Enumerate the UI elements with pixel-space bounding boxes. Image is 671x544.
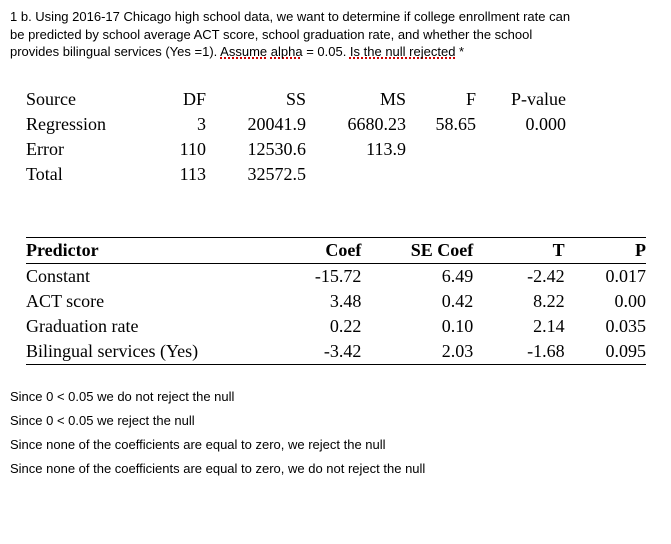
pred-hdr-se: SE Coef bbox=[361, 237, 473, 263]
pred-cell: Bilingual services (Yes) bbox=[26, 339, 270, 365]
anova-cell: 12530.6 bbox=[206, 137, 306, 162]
anova-cell: Total bbox=[26, 162, 156, 187]
anova-hdr-f: F bbox=[406, 87, 476, 112]
pred-cell: -3.42 bbox=[270, 339, 361, 365]
anova-hdr-source: Source bbox=[26, 87, 156, 112]
anova-cell: 113.9 bbox=[306, 137, 406, 162]
anova-cell: 0.000 bbox=[476, 112, 566, 137]
pred-cell: 2.14 bbox=[473, 314, 564, 339]
prompt-line1: 1 b. Using 2016-17 Chicago high school d… bbox=[10, 9, 570, 24]
pred-header-row: Predictor Coef SE Coef T P bbox=[26, 237, 646, 263]
pred-cell: 8.22 bbox=[473, 289, 564, 314]
anova-cell bbox=[406, 137, 476, 162]
answer-option-2[interactable]: Since 0 < 0.05 we reject the null bbox=[10, 411, 661, 431]
pred-cell: 2.03 bbox=[361, 339, 473, 365]
pred-cell: 0.017 bbox=[565, 263, 646, 289]
anova-hdr-ss: SS bbox=[206, 87, 306, 112]
anova-row-total: Total 113 32572.5 bbox=[26, 162, 566, 187]
pred-hdr-t: T bbox=[473, 237, 564, 263]
prompt-line3a: provides bilingual services (Yes =1). bbox=[10, 44, 220, 59]
prompt-line2: be predicted by school average ACT score… bbox=[10, 27, 532, 42]
pred-cell: -2.42 bbox=[473, 263, 564, 289]
anova-cell: 113 bbox=[156, 162, 206, 187]
pred-cell: 6.49 bbox=[361, 263, 473, 289]
pred-row-grad: Graduation rate 0.22 0.10 2.14 0.035 bbox=[26, 314, 646, 339]
pred-cell: 0.22 bbox=[270, 314, 361, 339]
anova-header-row: Source DF SS MS F P-value bbox=[26, 87, 566, 112]
pred-cell: 0.095 bbox=[565, 339, 646, 365]
anova-row-error: Error 110 12530.6 113.9 bbox=[26, 137, 566, 162]
anova-hdr-p: P-value bbox=[476, 87, 566, 112]
pred-cell: 0.00 bbox=[565, 289, 646, 314]
prompt-eq: = 0.05. bbox=[303, 44, 350, 59]
prompt-asterisk: * bbox=[455, 44, 464, 59]
pred-cell: -15.72 bbox=[270, 263, 361, 289]
page: 1 b. Using 2016-17 Chicago high school d… bbox=[0, 0, 671, 493]
anova-hdr-df: DF bbox=[156, 87, 206, 112]
pred-row-act: ACT score 3.48 0.42 8.22 0.00 bbox=[26, 289, 646, 314]
answer-option-3[interactable]: Since none of the coefficients are equal… bbox=[10, 435, 661, 455]
anova-cell: 32572.5 bbox=[206, 162, 306, 187]
anova-cell: Regression bbox=[26, 112, 156, 137]
anova-cell: 6680.23 bbox=[306, 112, 406, 137]
predictor-table: Predictor Coef SE Coef T P Constant -15.… bbox=[26, 237, 646, 365]
anova-cell: 58.65 bbox=[406, 112, 476, 137]
pred-cell: 3.48 bbox=[270, 289, 361, 314]
answer-option-1[interactable]: Since 0 < 0.05 we do not reject the null bbox=[10, 387, 661, 407]
pred-row-bilingual: Bilingual services (Yes) -3.42 2.03 -1.6… bbox=[26, 339, 646, 365]
anova-cell bbox=[476, 137, 566, 162]
pred-hdr-predictor: Predictor bbox=[26, 237, 270, 263]
answer-option-4[interactable]: Since none of the coefficients are equal… bbox=[10, 459, 661, 479]
anova-cell bbox=[306, 162, 406, 187]
pred-cell: 0.10 bbox=[361, 314, 473, 339]
pred-cell: Constant bbox=[26, 263, 270, 289]
anova-cell: 20041.9 bbox=[206, 112, 306, 137]
prompt-alpha: alpha bbox=[271, 44, 303, 59]
pred-cell: 0.42 bbox=[361, 289, 473, 314]
anova-cell: 110 bbox=[156, 137, 206, 162]
prompt-null-rejected: Is the null rejected bbox=[350, 44, 456, 59]
prompt-assume: Assume bbox=[220, 44, 267, 59]
anova-cell: 3 bbox=[156, 112, 206, 137]
anova-cell bbox=[406, 162, 476, 187]
pred-cell: Graduation rate bbox=[26, 314, 270, 339]
pred-hdr-coef: Coef bbox=[270, 237, 361, 263]
anova-hdr-ms: MS bbox=[306, 87, 406, 112]
pred-cell: 0.035 bbox=[565, 314, 646, 339]
pred-cell: -1.68 bbox=[473, 339, 564, 365]
pred-hdr-p: P bbox=[565, 237, 646, 263]
question-prompt: 1 b. Using 2016-17 Chicago high school d… bbox=[10, 8, 661, 61]
anova-table: Source DF SS MS F P-value Regression 3 2… bbox=[26, 87, 566, 187]
answer-options: Since 0 < 0.05 we do not reject the null… bbox=[10, 387, 661, 480]
pred-row-constant: Constant -15.72 6.49 -2.42 0.017 bbox=[26, 263, 646, 289]
anova-cell: Error bbox=[26, 137, 156, 162]
anova-row-regression: Regression 3 20041.9 6680.23 58.65 0.000 bbox=[26, 112, 566, 137]
anova-cell bbox=[476, 162, 566, 187]
pred-cell: ACT score bbox=[26, 289, 270, 314]
